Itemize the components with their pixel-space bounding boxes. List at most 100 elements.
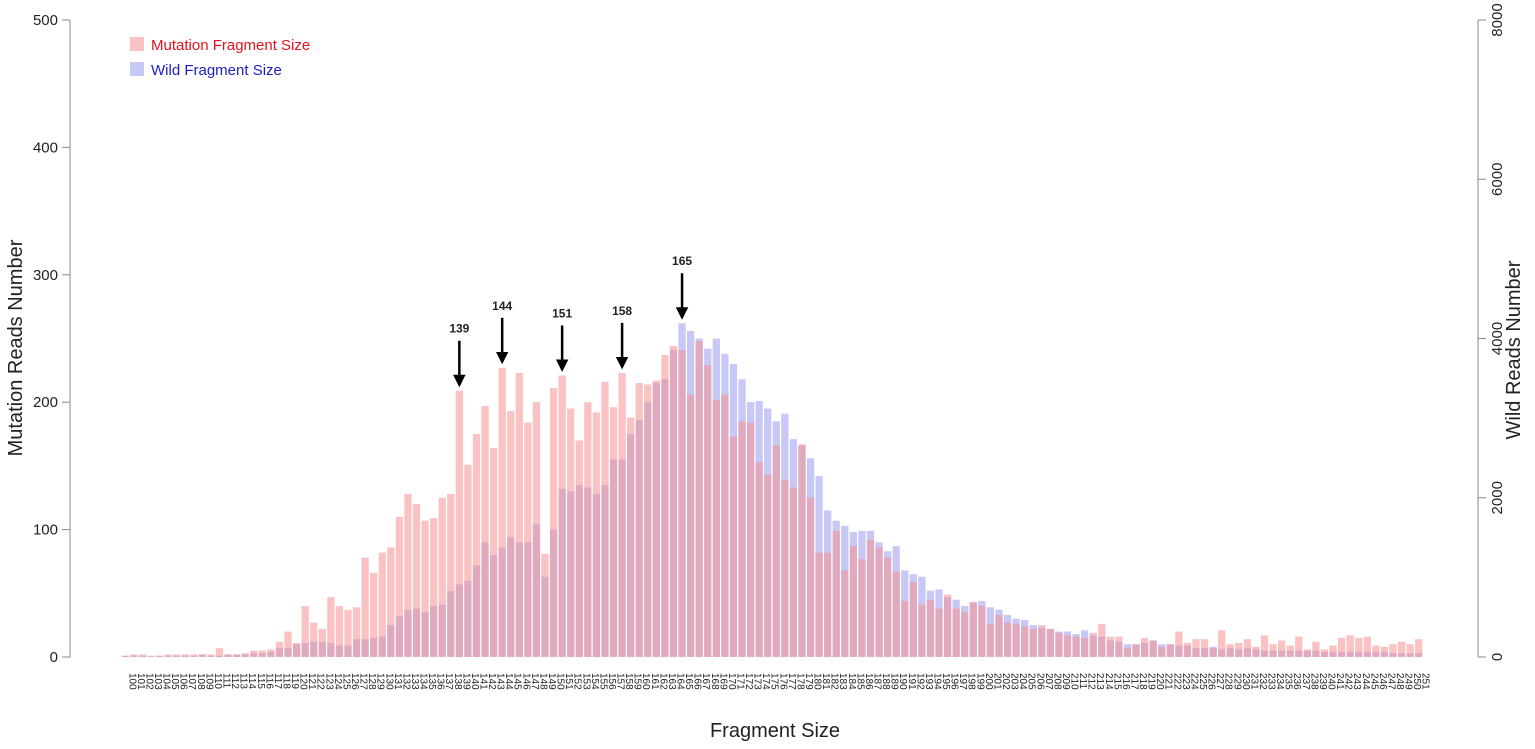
x-tick-label: 197 — [957, 673, 968, 690]
x-tick-label: 119 — [289, 673, 300, 689]
bar — [1140, 637, 1149, 657]
legend-swatch — [130, 62, 144, 76]
x-tick-label: 223 — [1180, 673, 1191, 690]
bar — [1200, 639, 1209, 657]
x-tick-label: 211 — [1077, 673, 1088, 689]
x-tick-label: 243 — [1351, 673, 1362, 690]
bar — [609, 407, 618, 657]
bar — [481, 406, 489, 657]
x-tick-label: 148 — [537, 673, 548, 690]
x-tick-label: 244 — [1360, 673, 1371, 690]
x-tick-label: 220 — [1154, 673, 1165, 690]
x-tick-label: 173 — [752, 673, 763, 690]
bar — [644, 384, 652, 657]
bar — [301, 606, 309, 657]
bar — [943, 594, 952, 657]
bar — [1372, 645, 1380, 657]
bar — [952, 608, 960, 657]
bar — [824, 552, 832, 657]
bar — [1089, 632, 1097, 657]
x-tick-label: 129 — [375, 673, 386, 690]
bar — [961, 612, 969, 657]
bar — [524, 422, 532, 657]
x-tick-label: 135 — [426, 673, 437, 690]
bar — [387, 547, 395, 657]
x-tick-label: 208 — [1051, 673, 1062, 690]
x-tick-label: 235 — [1283, 673, 1294, 690]
bar — [455, 390, 463, 657]
bar — [472, 434, 481, 657]
bar — [1021, 626, 1029, 657]
y-tick-label: 400 — [33, 139, 58, 156]
bar — [1046, 628, 1055, 657]
bar — [1320, 649, 1329, 657]
bar — [1218, 630, 1226, 657]
x-tick-label: 142 — [486, 673, 497, 690]
x-tick-label: 239 — [1317, 673, 1328, 690]
bar — [1252, 646, 1260, 657]
x-tick-label: 240 — [1325, 673, 1336, 690]
bar — [627, 417, 635, 657]
bar — [686, 394, 695, 657]
x-tick-label: 133 — [409, 673, 420, 690]
bar — [1303, 649, 1312, 657]
bar — [789, 487, 798, 657]
bar — [1175, 631, 1183, 657]
x-tick-label: 106 — [178, 673, 189, 690]
x-tick-label: 178 — [794, 673, 805, 690]
bar — [232, 654, 241, 657]
bar — [832, 530, 840, 657]
x-tick-label: 117 — [272, 673, 283, 689]
bar — [986, 623, 995, 657]
bar — [781, 479, 789, 657]
bar — [352, 607, 361, 657]
bar — [798, 444, 806, 657]
annotation-label: 144 — [492, 299, 512, 313]
bar — [344, 609, 352, 657]
x-tick-label: 200 — [983, 673, 994, 690]
x-tick-label: 145 — [512, 673, 523, 690]
x-tick-label: 214 — [1103, 673, 1114, 690]
bar — [1406, 644, 1414, 657]
bar — [1003, 622, 1012, 657]
bar — [1115, 636, 1123, 657]
x-tick-label: 186 — [863, 673, 874, 690]
bar — [1055, 632, 1063, 657]
x-tick-label: 167 — [700, 673, 711, 690]
x-tick-label: 163 — [666, 673, 677, 690]
x-tick-label: 120 — [298, 673, 309, 690]
bar — [1337, 637, 1346, 657]
bar — [155, 655, 164, 657]
bar — [190, 654, 198, 657]
bar — [926, 599, 935, 657]
x-tick-label: 233 — [1266, 673, 1277, 690]
x-tick-label: 238 — [1308, 673, 1319, 690]
x-tick-label: 152 — [572, 673, 583, 690]
x-tick-label: 247 — [1385, 673, 1396, 690]
bar — [883, 557, 892, 657]
bar — [1072, 636, 1080, 657]
bar — [395, 516, 404, 657]
x-tick-label: 245 — [1368, 673, 1379, 690]
bar — [430, 518, 438, 657]
bar — [198, 654, 207, 657]
bar — [1166, 644, 1174, 657]
bar — [421, 520, 429, 657]
x-tick-label: 122 — [315, 673, 326, 690]
bar — [310, 622, 318, 657]
bar — [258, 650, 266, 657]
y-axis-title: Mutation Reads Number — [5, 239, 27, 456]
x-tick-label: 104 — [161, 673, 172, 690]
bar — [1158, 646, 1166, 657]
x-tick-label: 127 — [358, 673, 369, 690]
annotation-label: 151 — [552, 306, 572, 320]
x-tick-label: 221 — [1163, 673, 1174, 690]
x-tick-label: 136 — [435, 673, 446, 690]
x-tick-label: 107 — [186, 673, 197, 690]
x-tick-label: 184 — [846, 673, 857, 690]
x-tick-label: 158 — [623, 673, 634, 690]
x-tick-label: 137 — [443, 673, 454, 690]
x-tick-label: 118 — [280, 673, 291, 689]
y2-axis-title: Wild Reads Number — [1503, 260, 1525, 439]
